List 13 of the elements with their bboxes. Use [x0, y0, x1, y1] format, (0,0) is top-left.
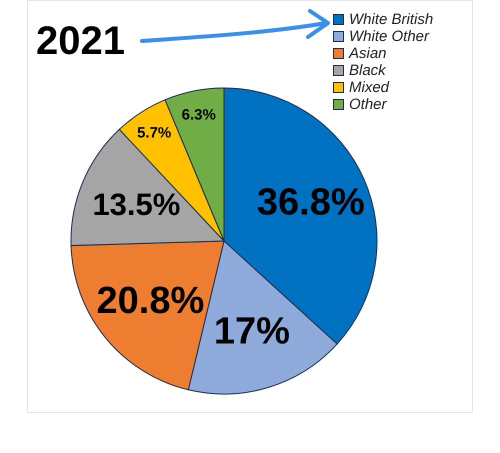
legend-label: Asian: [349, 45, 387, 62]
legend-label: Mixed: [349, 79, 390, 96]
data-label: 6.3%: [182, 106, 216, 124]
data-label: 5.7%: [137, 124, 172, 142]
data-label: 20.8%: [96, 280, 204, 322]
legend-label: White Other: [349, 28, 430, 45]
data-label: 13.5%: [92, 187, 180, 222]
legend-label: White British: [349, 11, 434, 28]
legend-label: Black: [349, 62, 386, 79]
legend-label: Other: [349, 96, 387, 113]
data-label: 36.8%: [256, 182, 365, 224]
data-label: 17%: [214, 310, 290, 353]
chart-title: 2021: [36, 19, 125, 64]
